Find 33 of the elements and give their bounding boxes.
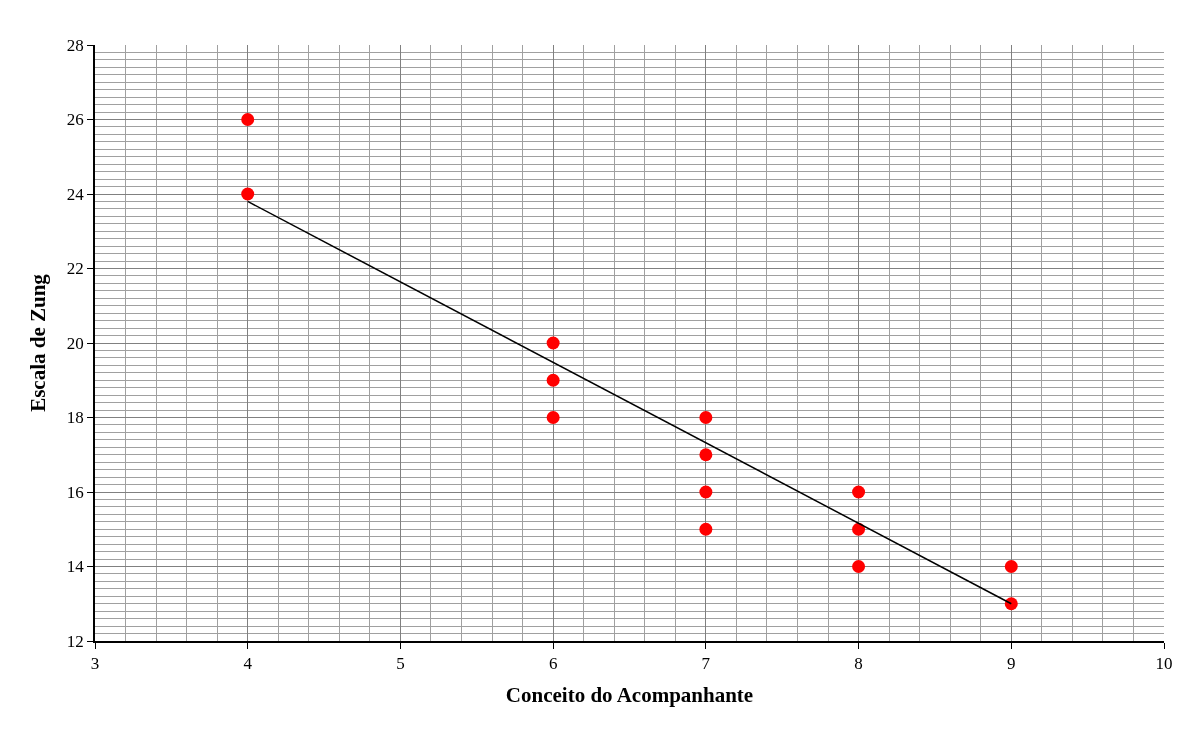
y-tick-label: 18 [66,408,84,428]
y-tick-label: 14 [66,557,85,577]
point [852,522,866,536]
x-tick-label: 10 [1155,654,1173,674]
y-tick-label: 26 [66,110,84,130]
point [699,411,713,424]
point [546,411,560,424]
point [241,113,255,126]
x-tick-label: 5 [396,654,405,674]
point [1004,560,1018,573]
point [241,187,255,201]
y-tick-label: 22 [66,259,84,279]
point [852,560,866,573]
point [699,485,713,499]
y-axis-title: Escala de Zung [26,273,51,412]
point [699,448,713,462]
point [1004,597,1018,611]
x-tick-label: 7 [701,654,711,674]
y-tick-label: 20 [66,333,84,353]
x-tick-label: 4 [243,654,253,674]
point [852,485,866,499]
y-tick-label: 12 [66,631,84,651]
y-tick-label: 16 [66,482,84,502]
point [546,373,560,387]
x-tick-label: 9 [1007,654,1016,674]
x-tick-label: 3 [90,654,100,674]
x-axis-title: Conceito do Acompanhante [505,682,754,707]
point [699,522,713,536]
x-tick-label: 6 [548,654,558,674]
x-tick-label: 8 [854,654,863,674]
y-tick-label: 24 [66,184,85,204]
y-tick-label: 28 [66,35,84,55]
point [546,336,560,350]
